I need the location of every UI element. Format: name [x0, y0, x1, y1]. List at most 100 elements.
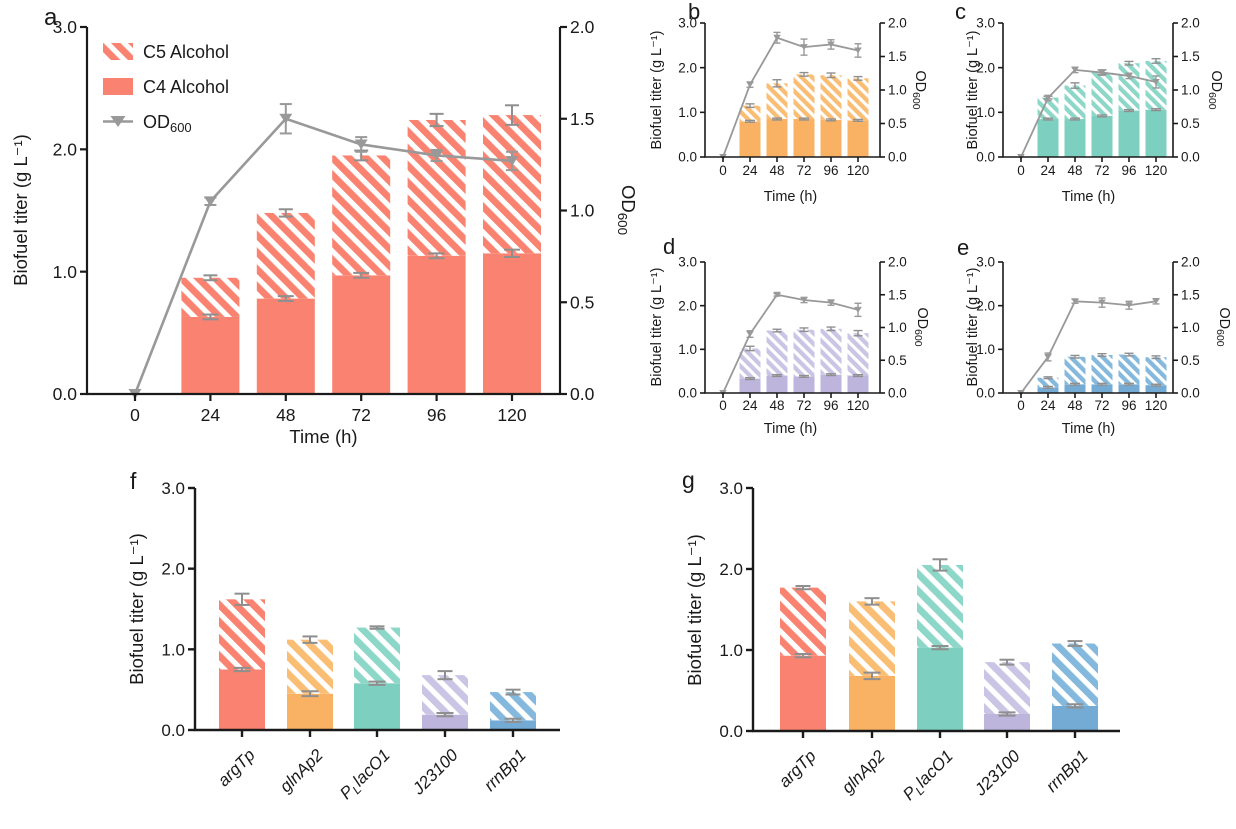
x-category-label: argTp [775, 746, 820, 791]
y2-axis-title: OD600 [615, 185, 639, 235]
bar-c5-segment [917, 564, 963, 648]
y2-tick-label: 1.0 [1181, 83, 1200, 98]
legend-swatch-c5 [103, 43, 133, 60]
legend-label: C5 Alcohol [143, 42, 229, 62]
bar-c5-segment [1037, 377, 1059, 388]
bar-c4-segment [739, 121, 761, 157]
y-tick-label: 1.0 [678, 105, 697, 120]
bar-c4-segment [1037, 387, 1059, 393]
y-tick-label: 2.0 [678, 60, 697, 75]
bar-c4-segment [766, 375, 788, 393]
bar-c5-segment [793, 329, 815, 377]
bar-c5-segment [1037, 97, 1059, 120]
y2-tick-label: 1.5 [888, 287, 907, 302]
y2-tick-label: 1.0 [888, 320, 907, 335]
bar-c5-segment [849, 601, 895, 676]
x-tick-label: 96 [1121, 163, 1136, 178]
y2-tick-label: 2.0 [888, 16, 907, 31]
bar-c5-segment [739, 105, 761, 122]
x-tick-label: 96 [823, 163, 838, 178]
bar-c4-segment [181, 316, 240, 394]
bar-c5-segment [984, 662, 1030, 714]
bar-c4-segment [820, 374, 842, 393]
x-tick-label: 48 [769, 398, 784, 413]
bar-c5-segment [847, 333, 869, 376]
y2-tick-label: 2.0 [1181, 255, 1200, 270]
bar-c4-segment [354, 683, 400, 730]
legend: C5 Alcohol C4 Alcohol OD600 [103, 42, 229, 135]
y2-axis-title: OD600 [912, 307, 930, 346]
bar-c4-segment [332, 275, 391, 394]
x-axis-title: Time (h) [289, 426, 357, 447]
bar-c4-segment [1145, 385, 1167, 393]
bar-c4-segment [1064, 119, 1086, 157]
y-tick-label: 2.0 [976, 60, 995, 75]
od600-line [722, 36, 859, 158]
x-tick-label: 0 [130, 405, 140, 425]
x-tick-label: 120 [1145, 398, 1168, 413]
bar-c5-segment [490, 692, 536, 721]
bar-c5-segment [256, 212, 315, 299]
x-tick-label: 96 [1121, 398, 1136, 413]
x-tick-label: 48 [1067, 398, 1082, 413]
bar-c4-segment [407, 255, 466, 394]
y-axis-title: Biofuel titer (g L⁻¹) [684, 534, 705, 686]
x-category-label: rrnBp1 [1042, 746, 1092, 796]
bar-c4-segment [847, 120, 869, 157]
y-tick-label: 1.0 [976, 342, 995, 357]
x-tick-label: 0 [1017, 398, 1025, 413]
y2-tick-label: 2.0 [1181, 16, 1200, 31]
y-tick-label: 3.0 [53, 17, 78, 37]
y-tick-label: 0.0 [976, 386, 995, 401]
bar-c5-segment [1145, 357, 1167, 386]
bar-c5-segment [1052, 643, 1098, 706]
x-tick-label: 24 [742, 163, 758, 178]
x-tick-label: 24 [201, 405, 221, 425]
y-axis-title: Biofuel titer (g L⁻¹) [649, 268, 665, 387]
x-category-label: PLlacO1 [899, 746, 959, 806]
bar-c5-segment [1064, 356, 1086, 385]
y-tick-label: 3.0 [719, 479, 743, 498]
x-category-label: J23100 [970, 746, 1024, 800]
x-tick-label: 120 [497, 405, 526, 425]
y-tick-label: 0.0 [161, 721, 185, 740]
legend-swatch-c4 [103, 78, 133, 95]
y-axis-title: Biofuel titer (g L⁻¹) [10, 134, 31, 286]
y-tick-label: 1.0 [719, 641, 743, 660]
y2-tick-label: 1.5 [1181, 49, 1200, 64]
y2-tick-label: 0.0 [888, 150, 907, 165]
x-axis-title: Time (h) [764, 421, 817, 437]
bar-c5-segment [1118, 354, 1140, 385]
od600-line [1020, 68, 1157, 158]
bar-c4-segment [780, 655, 826, 731]
bar-c5-segment [793, 74, 815, 120]
x-tick-label: 72 [351, 405, 370, 425]
panel-letter-a: a [44, 4, 58, 31]
y2-tick-label: 2.0 [888, 255, 907, 270]
panel-letter-g: g [682, 467, 695, 493]
bar-c5-segment [287, 639, 333, 694]
x-tick-label: 72 [1094, 398, 1109, 413]
y2-tick-label: 1.0 [570, 201, 595, 221]
bar-c5-segment [1091, 355, 1113, 385]
bar-c4-segment [984, 713, 1030, 731]
panel-letter-b: b [688, 0, 700, 24]
bar-c4-segment [739, 378, 761, 393]
bar-c5-segment [422, 675, 468, 715]
bar-c4-segment [847, 375, 869, 393]
y2-tick-label: 1.0 [1181, 320, 1200, 335]
bar-c4-segment [422, 714, 468, 730]
x-tick-label: 96 [823, 398, 838, 413]
x-category-label: PLlacO1 [336, 745, 396, 805]
bar-c5-segment [181, 277, 240, 317]
y2-tick-label: 0.5 [570, 292, 594, 312]
y-axis-title: Biofuel titer (g L⁻¹) [126, 533, 147, 685]
bar-c5-segment [820, 75, 842, 120]
y2-axis-title: OD600 [1206, 70, 1224, 109]
od600-line [1020, 300, 1157, 394]
x-category-label: glnAp2 [838, 746, 889, 797]
y-tick-label: 2.0 [53, 139, 78, 159]
y2-tick-label: 1.5 [570, 109, 594, 129]
